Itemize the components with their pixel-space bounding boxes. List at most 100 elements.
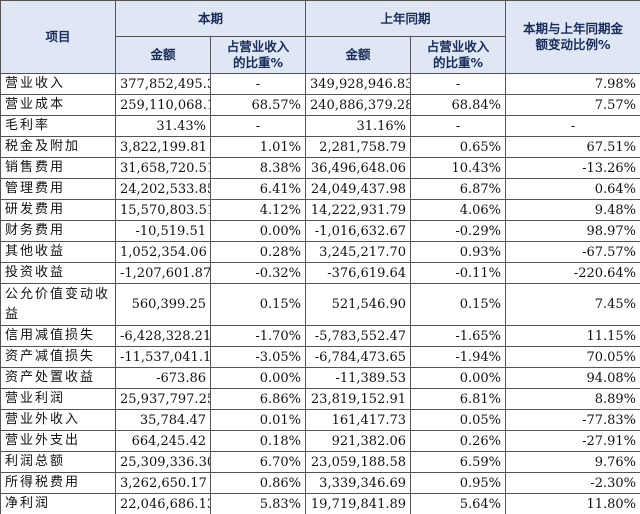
row-label: 营业成本 — [0, 94, 116, 116]
cell: 3,262,650.17 — [115, 472, 211, 494]
cell: 2,281,758.79 — [305, 136, 412, 158]
row-label: 财务费用 — [0, 220, 116, 242]
cell: 4.12% — [209, 199, 307, 221]
row-label: 研发费用 — [0, 199, 116, 221]
header-cell: 金额 — [115, 36, 211, 74]
cell: 22,046,686.13 — [115, 493, 211, 514]
cell: -6,428,328.21 — [115, 325, 211, 347]
header-cell: 本期与上年同期金额变动比例% — [505, 0, 640, 74]
header-cell: 占营业收入的比重% — [410, 36, 507, 74]
cell: 31.16% — [305, 115, 412, 137]
cell: 6.81% — [410, 388, 507, 410]
row-label: 营业利润 — [0, 388, 116, 410]
cell: -1.94% — [410, 346, 507, 368]
cell: -1.65% — [410, 325, 507, 347]
row-label: 资产处置收益 — [0, 367, 116, 389]
cell: 3,339,346.69 — [305, 472, 412, 494]
cell: 6.59% — [410, 451, 507, 473]
cell: - — [410, 115, 507, 137]
table-row: 利润总额 25,309,336.30 6.70% 23,059,188.58 6.59%… — [0, 451, 640, 473]
table-row: 所得税费用 3,262,650.17 0.86% 3,339,346.69 0.95% -… — [0, 472, 640, 494]
cell: 7.45% — [505, 283, 640, 326]
header-cell: 上年同期 — [305, 0, 507, 37]
table-body: 营业收入377,852,495.38-349,928,946.83-7.98%营… — [0, 73, 640, 514]
cell: 1.01% — [209, 136, 307, 158]
cell: 68.57% — [209, 94, 307, 116]
cell: 70.05% — [505, 346, 640, 368]
cell: 9.76% — [505, 451, 640, 473]
table-row: 财务费用 -10,519.51 0.00% -1,016,632.67 -0.29% 98… — [0, 220, 640, 242]
cell: 31,658,720.51 — [115, 157, 211, 179]
cell: 3,245,217.70 — [305, 241, 412, 263]
cell: 921,382.06 — [305, 430, 412, 452]
cell: -6,784,473.65 — [305, 346, 412, 368]
cell: -673.86 — [115, 367, 211, 389]
cell: 161,417.73 — [305, 409, 412, 431]
cell: 25,309,336.30 — [115, 451, 211, 473]
cell: 0.86% — [209, 472, 307, 494]
header-cell: 本期 — [114, 0, 307, 37]
cell: 68.84% — [410, 94, 507, 116]
row-label: 营业外支出 — [0, 430, 116, 452]
cell: 35,784.47 — [115, 409, 211, 431]
header-row: 项目 本期 上年同期 本期与上年同期金额变动比例% — [0, 0, 640, 74]
table-row: 投资收益 -1,207,601.87 -0.32% -376,619.64 -0.11%… — [0, 262, 640, 284]
cell: -0.32% — [209, 262, 307, 284]
table-row: 毛利率 31.43% -31.16% - - — [0, 115, 640, 137]
table-row: 税金及附加 3,822,199.81 1.01% 2,281,758.79 0.65% 6… — [0, 136, 640, 158]
cell: 6.86% — [209, 388, 307, 410]
row-label: 公允价值变动收益 — [0, 283, 116, 326]
cell: 560,399.25 — [115, 283, 211, 326]
cell: 0.93% — [410, 241, 507, 263]
cell: 1,052,354.06 — [115, 241, 211, 263]
cell: -0.11% — [410, 262, 507, 284]
cell: 67.51% — [505, 136, 640, 158]
row-label: 税金及附加 — [0, 136, 116, 158]
row-label: 管理费用 — [0, 178, 116, 200]
header-cell: 占营业收入的比重% — [209, 36, 307, 74]
table-row: 营业外收入 35,784.47 0.01% 161,417.73 0.05% -77.83… — [0, 409, 640, 431]
cell: 98.97% — [505, 220, 640, 242]
table-row: 公允价值变动收益 560,399.25 0.15% 521,546.90 0.15% 7.… — [0, 283, 640, 326]
cell: 664,245.42 — [115, 430, 211, 452]
cell: 11.80% — [505, 493, 640, 514]
row-label: 其他收益 — [0, 241, 116, 263]
cell: 24,202,533.85 — [115, 178, 211, 200]
cell: -77.83% — [505, 409, 640, 431]
row-label: 营业外收入 — [0, 409, 116, 431]
cell: -1.70% — [209, 325, 307, 347]
cell: 0.15% — [410, 283, 507, 326]
row-label: 所得税费用 — [0, 472, 116, 494]
table-row: 营业外支出 664,245.42 0.18% 921,382.06 0.26% -27.9… — [0, 430, 640, 452]
cell: - — [505, 115, 640, 137]
cell: - — [209, 115, 307, 137]
cell: -5,783,552.47 — [305, 325, 412, 347]
table-row: 净利润 22,046,686.13 5.83% 19,719,841.89 5.64% 1… — [0, 493, 640, 514]
table-row: 资产处置收益 -673.86 0.00% -11,389.53 0.00% 94.08% — [0, 367, 640, 389]
cell: 0.95% — [410, 472, 507, 494]
cell: -27.91% — [505, 430, 640, 452]
cell: 11.15% — [505, 325, 640, 347]
cell: 19,719,841.89 — [305, 493, 412, 514]
table-header: 项目 本期 上年同期 本期与上年同期金额变动比例% 金额 占营业收入的比重% 金… — [0, 0, 640, 74]
cell: 0.28% — [209, 241, 307, 263]
row-label: 净利润 — [0, 493, 116, 514]
cell: 6.87% — [410, 178, 507, 200]
cell: 349,928,946.83 — [305, 73, 412, 95]
cell: 31.43% — [115, 115, 211, 137]
cell: 8.38% — [209, 157, 307, 179]
table-row: 资产减值损失 -11,537,041.18 -3.05% -6,784,473.65-… — [0, 346, 640, 368]
table-row: 管理费用 24,202,533.85 6.41% 24,049,437.98 6.87%… — [0, 178, 640, 200]
cell: 23,059,188.58 — [305, 451, 412, 473]
cell: 0.00% — [209, 367, 307, 389]
table-row: 其他收益 1,052,354.06 0.28% 3,245,217.70 0.93% -6… — [0, 241, 640, 263]
cell: - — [209, 73, 307, 95]
cell: 0.05% — [410, 409, 507, 431]
cell: 14,222,931.79 — [305, 199, 412, 221]
cell: 9.48% — [505, 199, 640, 221]
cell: - — [410, 73, 507, 95]
cell: 5.64% — [410, 493, 507, 514]
